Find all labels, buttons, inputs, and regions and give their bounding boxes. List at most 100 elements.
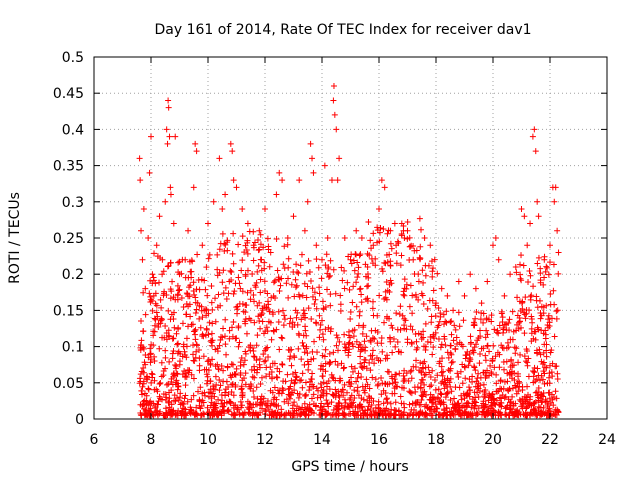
- data-point: [162, 198, 169, 205]
- data-point: [170, 373, 177, 380]
- data-point: [504, 370, 511, 377]
- data-point: [203, 325, 210, 332]
- data-point: [167, 191, 174, 198]
- data-point: [301, 280, 308, 287]
- data-point: [378, 340, 385, 347]
- data-point: [258, 393, 265, 400]
- data-point: [321, 162, 328, 169]
- data-point: [182, 274, 189, 281]
- data-point: [264, 344, 271, 351]
- data-point: [515, 325, 522, 332]
- data-point: [229, 371, 236, 378]
- data-point: [383, 279, 390, 286]
- data-point: [246, 383, 253, 390]
- data-point: [269, 309, 276, 316]
- data-point: [203, 264, 210, 271]
- data-point: [409, 326, 416, 333]
- data-point: [547, 349, 554, 356]
- data-point: [449, 410, 456, 417]
- data-point: [506, 385, 513, 392]
- data-point: [497, 409, 504, 416]
- data-point: [160, 390, 167, 397]
- data-point: [175, 287, 182, 294]
- data-point: [435, 305, 442, 312]
- data-point: [498, 395, 505, 402]
- data-point: [393, 383, 400, 390]
- data-point: [287, 412, 294, 419]
- data-point: [318, 275, 325, 282]
- data-point: [257, 289, 264, 296]
- data-point: [461, 292, 468, 299]
- data-point: [333, 412, 340, 419]
- data-point: [216, 387, 223, 394]
- data-point: [232, 381, 239, 388]
- data-point: [393, 310, 400, 317]
- data-point: [202, 392, 209, 399]
- data-point: [349, 368, 356, 375]
- data-point: [305, 305, 312, 312]
- data-point: [182, 382, 189, 389]
- data-point: [234, 406, 241, 413]
- data-point: [550, 287, 557, 294]
- data-point: [430, 287, 437, 294]
- data-point: [207, 378, 214, 385]
- data-point: [475, 394, 482, 401]
- data-point: [477, 316, 484, 323]
- data-point: [239, 206, 246, 213]
- data-point: [406, 401, 413, 408]
- data-point: [327, 359, 334, 366]
- data-point: [347, 309, 354, 316]
- data-point: [484, 343, 491, 350]
- data-point: [140, 289, 147, 296]
- data-point: [279, 307, 286, 314]
- data-point: [186, 293, 193, 300]
- data-point: [524, 362, 531, 369]
- data-point: [188, 257, 195, 264]
- data-point: [511, 411, 518, 418]
- data-point: [212, 373, 219, 380]
- data-point: [518, 206, 525, 213]
- data-point: [511, 344, 518, 351]
- data-point: [533, 297, 540, 304]
- data-point: [482, 403, 489, 410]
- data-point: [192, 294, 199, 301]
- data-point: [262, 328, 269, 335]
- data-point: [467, 333, 474, 340]
- data-point: [266, 308, 273, 315]
- data-point: [190, 279, 197, 286]
- data-point: [222, 241, 229, 248]
- data-point: [552, 363, 559, 370]
- data-point: [311, 289, 318, 296]
- data-point: [467, 356, 474, 363]
- data-point: [163, 381, 170, 388]
- data-point: [553, 395, 560, 402]
- data-point: [520, 262, 527, 269]
- data-point: [489, 390, 496, 397]
- data-point: [250, 244, 257, 251]
- data-point: [138, 368, 145, 375]
- data-point: [320, 379, 327, 386]
- data-point: [327, 257, 334, 264]
- data-point: [221, 240, 228, 247]
- data-point: [358, 373, 365, 380]
- data-point: [326, 350, 333, 357]
- data-point: [348, 363, 355, 370]
- data-point: [410, 242, 417, 249]
- data-point: [250, 353, 257, 360]
- data-point: [256, 299, 263, 306]
- data-point: [413, 247, 420, 254]
- data-point: [288, 281, 295, 288]
- data-point: [308, 409, 315, 416]
- data-point: [220, 290, 227, 297]
- data-point: [143, 392, 150, 399]
- data-point: [454, 400, 461, 407]
- data-point: [438, 412, 445, 419]
- data-point: [509, 308, 516, 315]
- data-point: [552, 406, 559, 413]
- data-point: [507, 271, 514, 278]
- data-point: [483, 409, 490, 416]
- data-point: [517, 351, 524, 358]
- data-point: [268, 336, 275, 343]
- data-point: [281, 398, 288, 405]
- data-point: [239, 288, 246, 295]
